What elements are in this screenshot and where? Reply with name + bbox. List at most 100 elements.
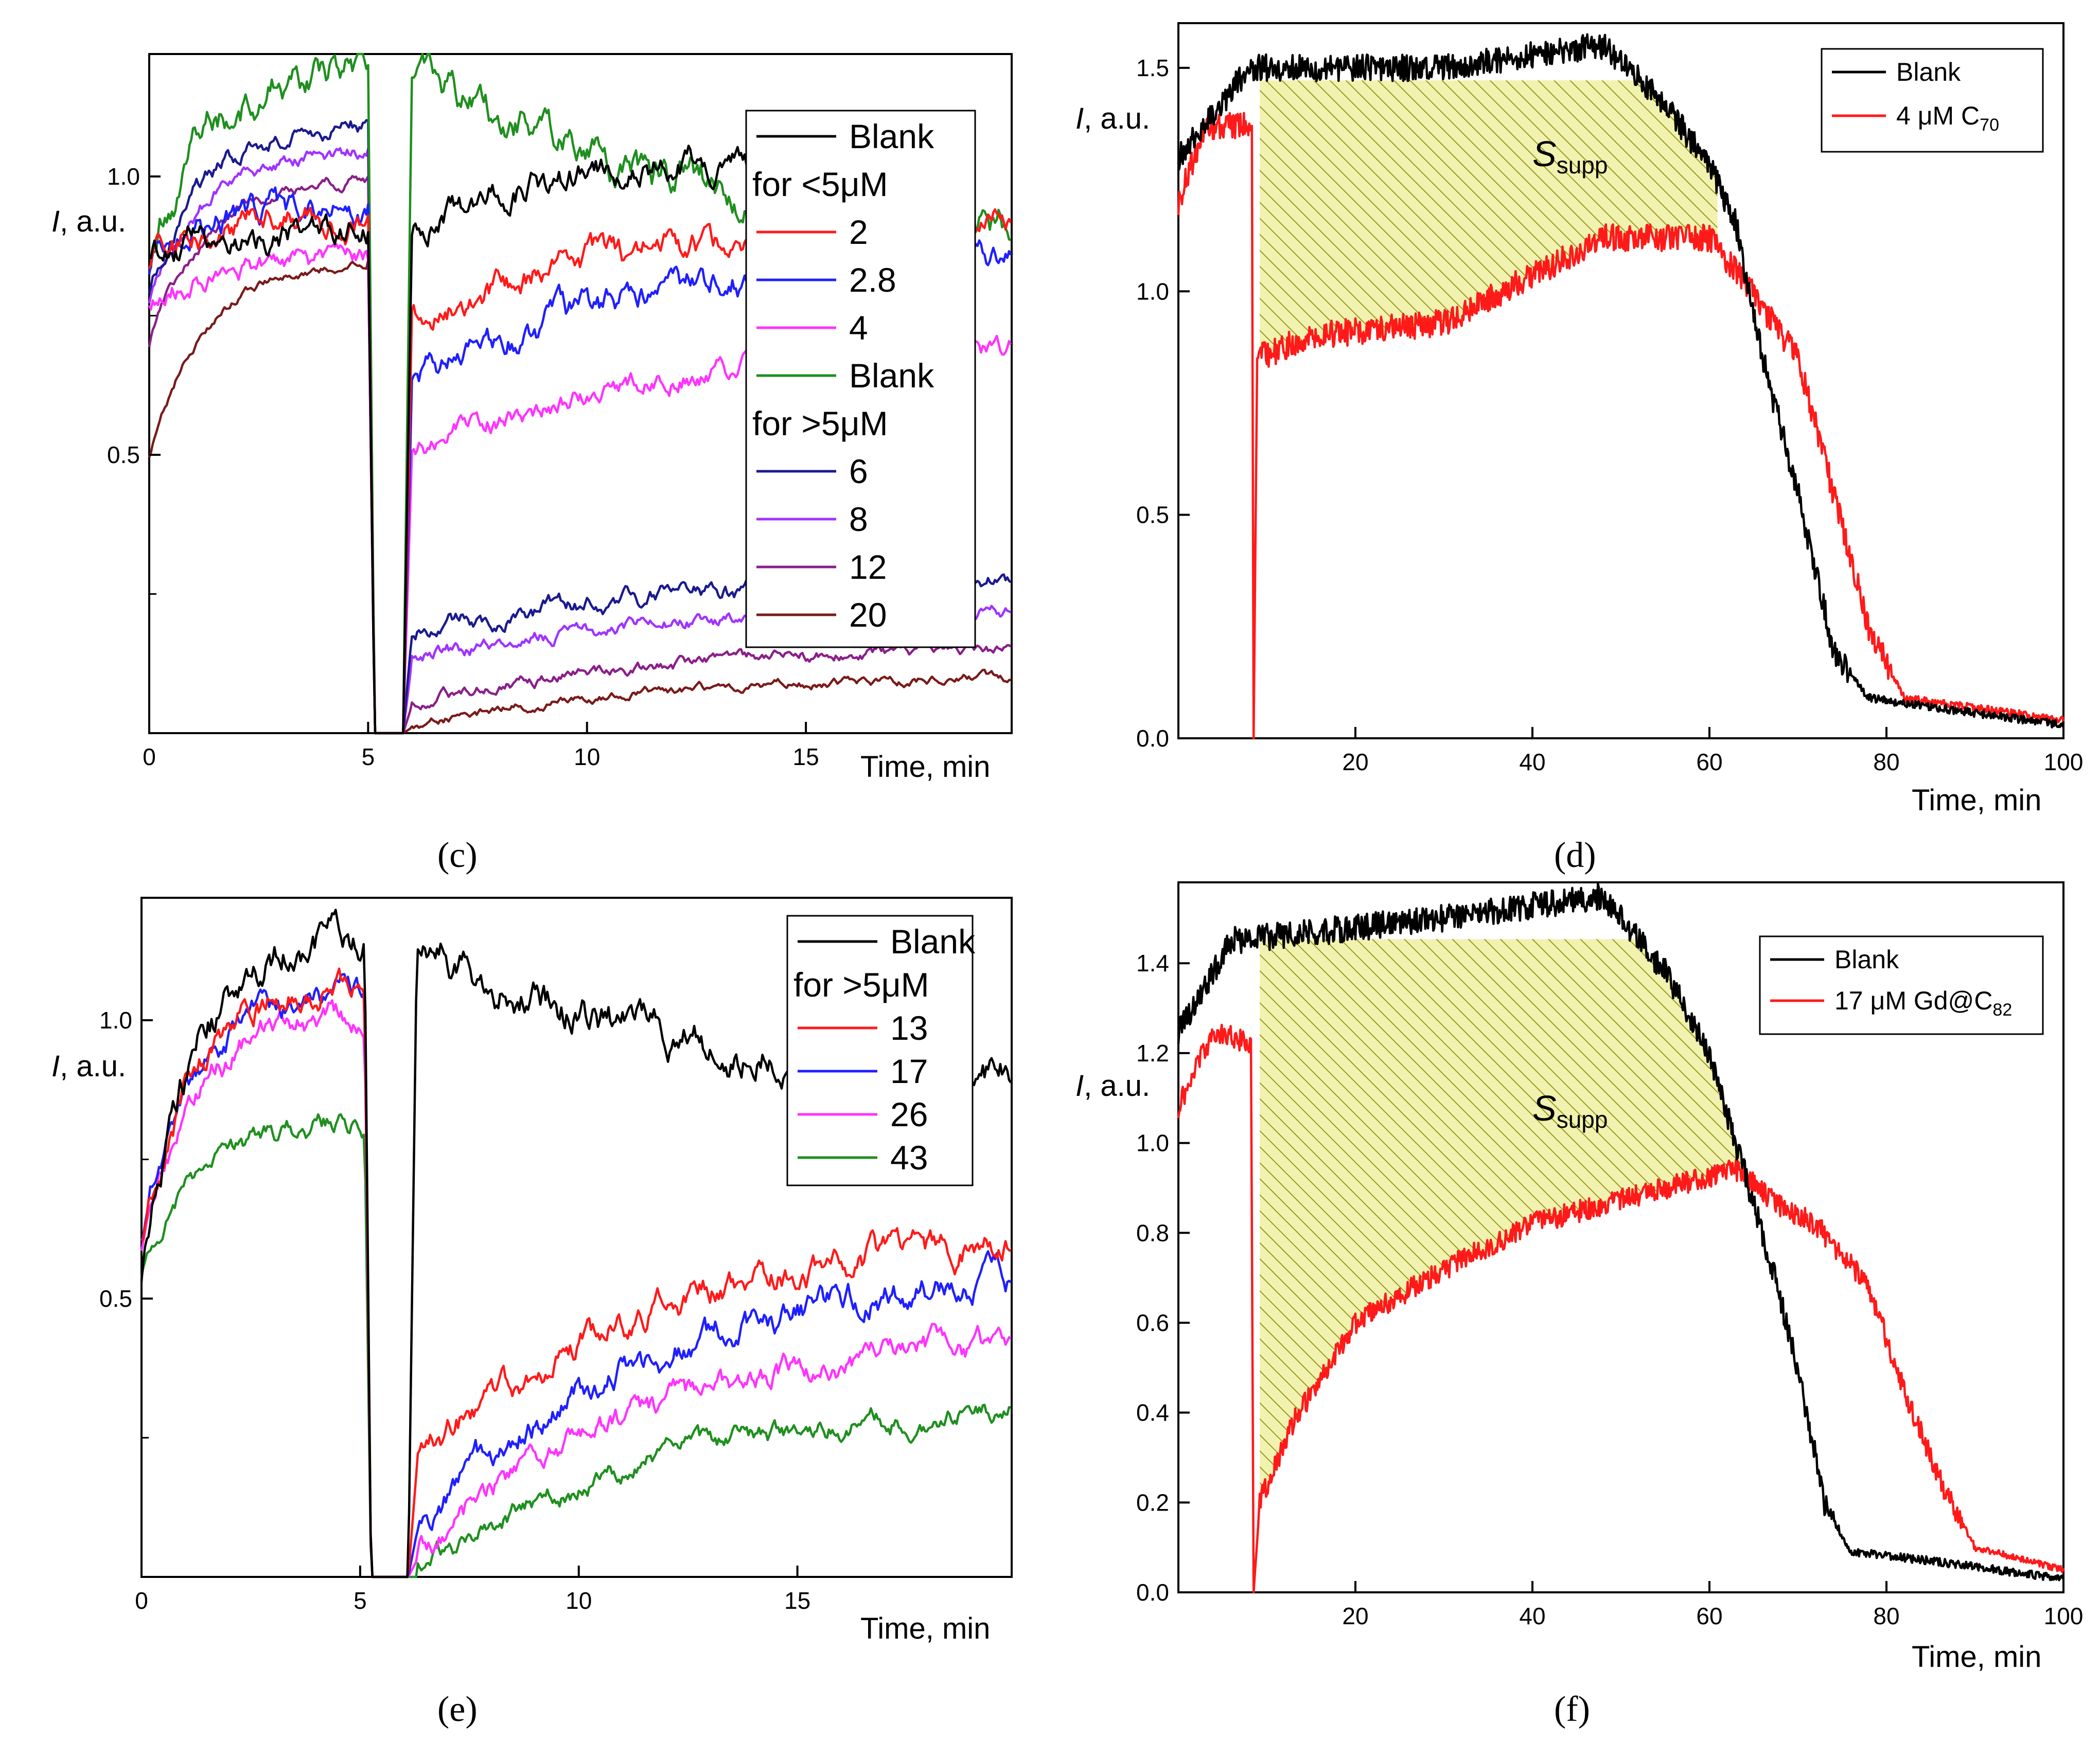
legend-box (745, 110, 976, 648)
plot-frame-d (1177, 22, 2064, 739)
y-tick-label: 0.2 (1136, 1489, 1169, 1516)
legend-d: Blank 4 μM C70 (1821, 48, 2044, 153)
series-group-d (1177, 33, 2065, 740)
supp-subscript: supp (1557, 152, 1608, 179)
series-line-26 (140, 999, 1012, 1578)
x-tick-label: 5 (362, 743, 375, 770)
legend-label: 20 (849, 596, 887, 634)
legend-box (1759, 935, 2044, 1035)
y-axis-title-d: I, a.u. (1075, 102, 1150, 135)
panel-label-f: (f) (1554, 1690, 1590, 1729)
y-axis-title-f: I, a.u. (1075, 1069, 1150, 1103)
y-axis-title-e: I, a.u. (51, 1050, 126, 1083)
x-tick-label: 80 (1873, 749, 1899, 775)
x-axis-title-e: Time, min (860, 1612, 990, 1645)
chart-panel-c: 0 5 10 15 0.5 1.0 I, a.u. Time, min Blank for … (51, 52, 1013, 875)
legend-label: Blank (849, 357, 934, 395)
y-tick-label: 0.8 (1136, 1219, 1169, 1246)
series-line-blank (1177, 882, 2065, 1582)
x-tick-label: 40 (1519, 749, 1545, 775)
y-tick-label: 1.0 (1136, 278, 1169, 305)
y-tick-label: 1.2 (1136, 1040, 1169, 1067)
legend-label: 4 (849, 309, 868, 347)
chart-panel-f: 20 40 60 80 100 0.0 0.2 0.4 0.6 0.8 1.0 1.2 1.4 I, a… (1075, 881, 2083, 1729)
x-tick-label: 20 (1342, 749, 1368, 775)
x-tick-label: 100 (2044, 1603, 2084, 1629)
x-axis-title-c: Time, min (860, 750, 990, 784)
x-tick-label: 0 (135, 1587, 148, 1614)
x-tick-label: 15 (793, 743, 819, 770)
x-tick-label: 60 (1696, 749, 1722, 775)
series-line-4-m-c70 (1177, 112, 2065, 740)
x-axis-title-d: Time, min (1912, 784, 2041, 817)
supp-subscript: supp (1557, 1106, 1608, 1133)
y-tick-label: 0.0 (1136, 725, 1169, 752)
series-line-17-m-gd-c82 (1177, 1023, 2065, 1594)
y-tick-label: 0.6 (1136, 1309, 1169, 1336)
ticks-group-f: 20 40 60 80 100 0.0 0.2 0.4 0.6 0.8 1.0 1.2 1.4 (1136, 950, 2083, 1629)
legend-box (1821, 48, 2044, 153)
supp-area-d (1260, 80, 1718, 367)
legend-subscript: 82 (1992, 1000, 2012, 1020)
supp-area-f (1260, 939, 1744, 1507)
legend-label: for <5μM (752, 165, 888, 203)
y-tick-label: 0.0 (1136, 1579, 1169, 1606)
legend-label: 4 μM C70 (1896, 101, 1999, 135)
series-line-blank (149, 145, 757, 735)
legend-label: 2.8 (849, 261, 896, 299)
legend-label: 43 (890, 1139, 928, 1177)
legend-label: 6 (849, 452, 868, 490)
y-tick-label: 1.4 (1136, 950, 1169, 976)
y-tick-label: 1.0 (1136, 1130, 1169, 1157)
legend-label: Blank (1834, 945, 1899, 974)
y-tick-label: 0.4 (1136, 1399, 1169, 1426)
series-line-blank (1177, 33, 2065, 729)
legend-label: 17 μM Gd@C82 (1834, 986, 2012, 1020)
legend-f: Blank 17 μM Gd@C82 (1759, 935, 2044, 1035)
legend-label: 26 (890, 1095, 928, 1133)
plot-frame-c (148, 53, 1013, 734)
x-tick-label: 40 (1519, 1603, 1545, 1629)
x-axis-title-f: Time, min (1912, 1640, 2041, 1674)
legend-label: for >5μM (752, 404, 888, 442)
y-tick-label: 1.5 (1136, 55, 1169, 81)
y-tick-label: 1.0 (99, 1007, 132, 1034)
legend-label: Blank (1896, 58, 1961, 86)
legend-label: 13 (890, 1009, 928, 1047)
ticks-group-d: 20 40 60 80 100 0.0 0.5 1.0 1.5 (1136, 55, 2083, 775)
ticks-group-c: 0 5 10 15 0.5 1.0 (107, 163, 819, 770)
legend-subscript: 70 (1980, 115, 1999, 135)
y-tick-label: 0.5 (99, 1285, 132, 1312)
y-axis-title-c: I, a.u. (51, 205, 126, 238)
supp-hatched-area (1260, 80, 1718, 367)
legend-label: 12 (849, 548, 887, 586)
panel-label-c: (c) (437, 836, 478, 875)
y-tick-label: 1.0 (107, 163, 140, 190)
legend-label: Blank (849, 117, 934, 155)
x-tick-label: 15 (784, 1587, 810, 1614)
series-line-20 (148, 259, 1011, 735)
y-tick-label: 0.5 (107, 441, 140, 468)
supp-hatched-area (1260, 939, 1744, 1507)
x-tick-label: 100 (2044, 749, 2084, 775)
series-line-13 (140, 967, 1012, 1578)
legend-label: 8 (849, 500, 868, 538)
x-tick-label: 80 (1873, 1603, 1899, 1629)
chart-panel-d: 20 40 60 80 100 0.0 0.5 1.0 1.5 I, a.u. Time, mi… (1075, 22, 2083, 875)
legend-e: Blank for >5μM 13 17 26 43 (786, 915, 976, 1186)
legend-c: Blank for <5μM 2 2.8 4 Blank for >5μM 6 8 12 20 (745, 110, 976, 648)
legend-label: Blank (890, 922, 976, 961)
x-tick-label: 5 (354, 1587, 367, 1614)
chart-panel-e: 0 5 10 15 0.5 1.0 I, a.u. Time, min Blank for … (51, 897, 1013, 1729)
panel-label-e: (e) (437, 1690, 478, 1729)
x-tick-label: 0 (143, 743, 156, 770)
series-line-12 (148, 174, 1012, 735)
legend-box (786, 915, 974, 1186)
x-tick-label: 20 (1342, 1603, 1368, 1629)
series-group-f (1177, 882, 2065, 1594)
y-tick-label: 0.5 (1136, 502, 1169, 528)
plot-frame-f (1177, 881, 2064, 1593)
legend-label: 2 (849, 213, 868, 251)
legend-label: 17 (890, 1052, 928, 1090)
